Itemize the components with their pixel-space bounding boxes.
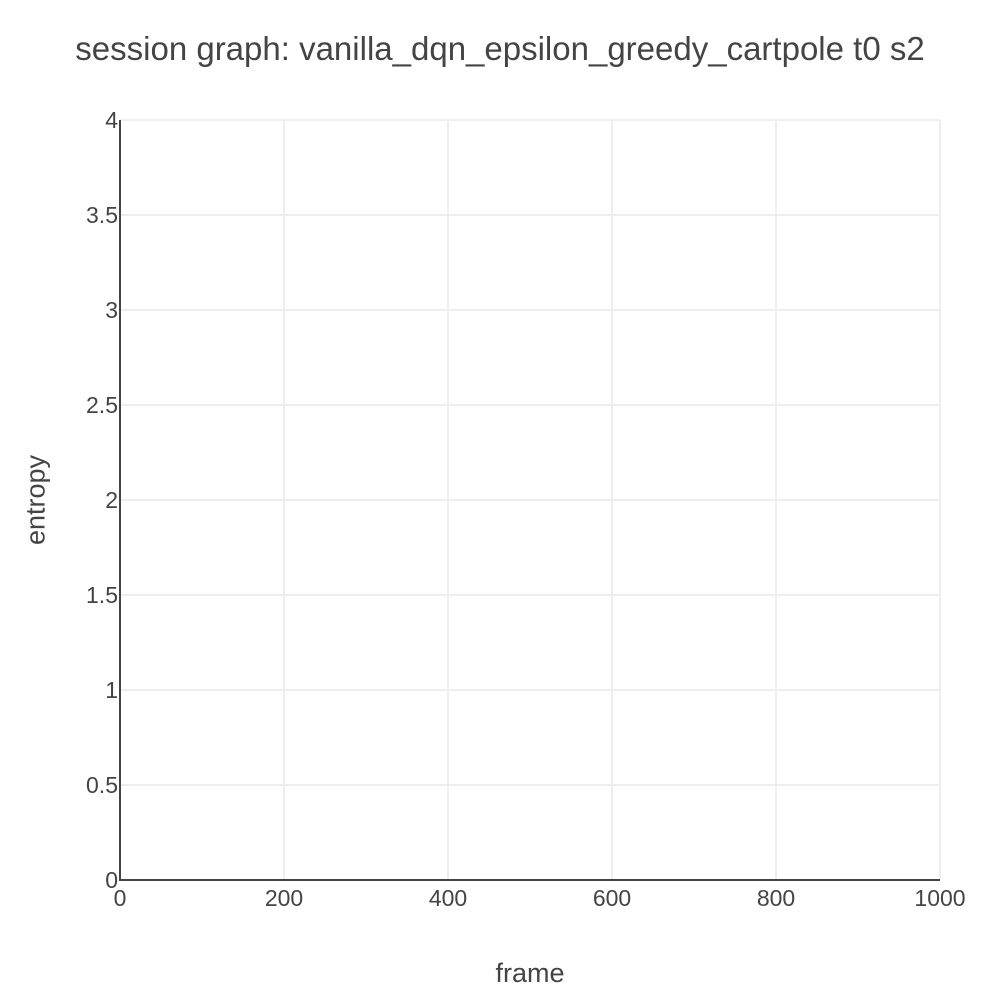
x-tick-label: 800 bbox=[757, 885, 795, 911]
x-axis-title: frame bbox=[495, 958, 565, 988]
y-tick-label: 3.5 bbox=[86, 202, 118, 228]
grid-lines bbox=[120, 119, 941, 880]
x-tick-label: 0 bbox=[114, 885, 127, 911]
y-tick-label: 0.5 bbox=[86, 772, 118, 798]
chart-title: session graph: vanilla_dqn_epsilon_greed… bbox=[75, 30, 925, 67]
y-tick-label: 3 bbox=[105, 297, 118, 323]
x-tick-label: 200 bbox=[265, 885, 303, 911]
y-tick-label: 2 bbox=[105, 487, 118, 513]
y-tick-label: 2.5 bbox=[86, 392, 118, 418]
x-tick-label: 400 bbox=[429, 885, 467, 911]
x-tick-labels: 0 200 400 600 800 1000 bbox=[114, 885, 966, 911]
x-tick-label: 1000 bbox=[914, 885, 965, 911]
x-tick-label: 600 bbox=[593, 885, 631, 911]
y-tick-label: 4 bbox=[105, 107, 118, 133]
y-tick-labels: 0 0.5 1 1.5 2 2.5 3 3.5 4 bbox=[86, 107, 118, 893]
y-tick-label: 1.5 bbox=[86, 582, 118, 608]
y-tick-label: 0 bbox=[105, 867, 118, 893]
axes bbox=[119, 120, 940, 881]
y-axis-title: entropy bbox=[20, 454, 51, 546]
y-tick-label: 1 bbox=[105, 677, 118, 703]
